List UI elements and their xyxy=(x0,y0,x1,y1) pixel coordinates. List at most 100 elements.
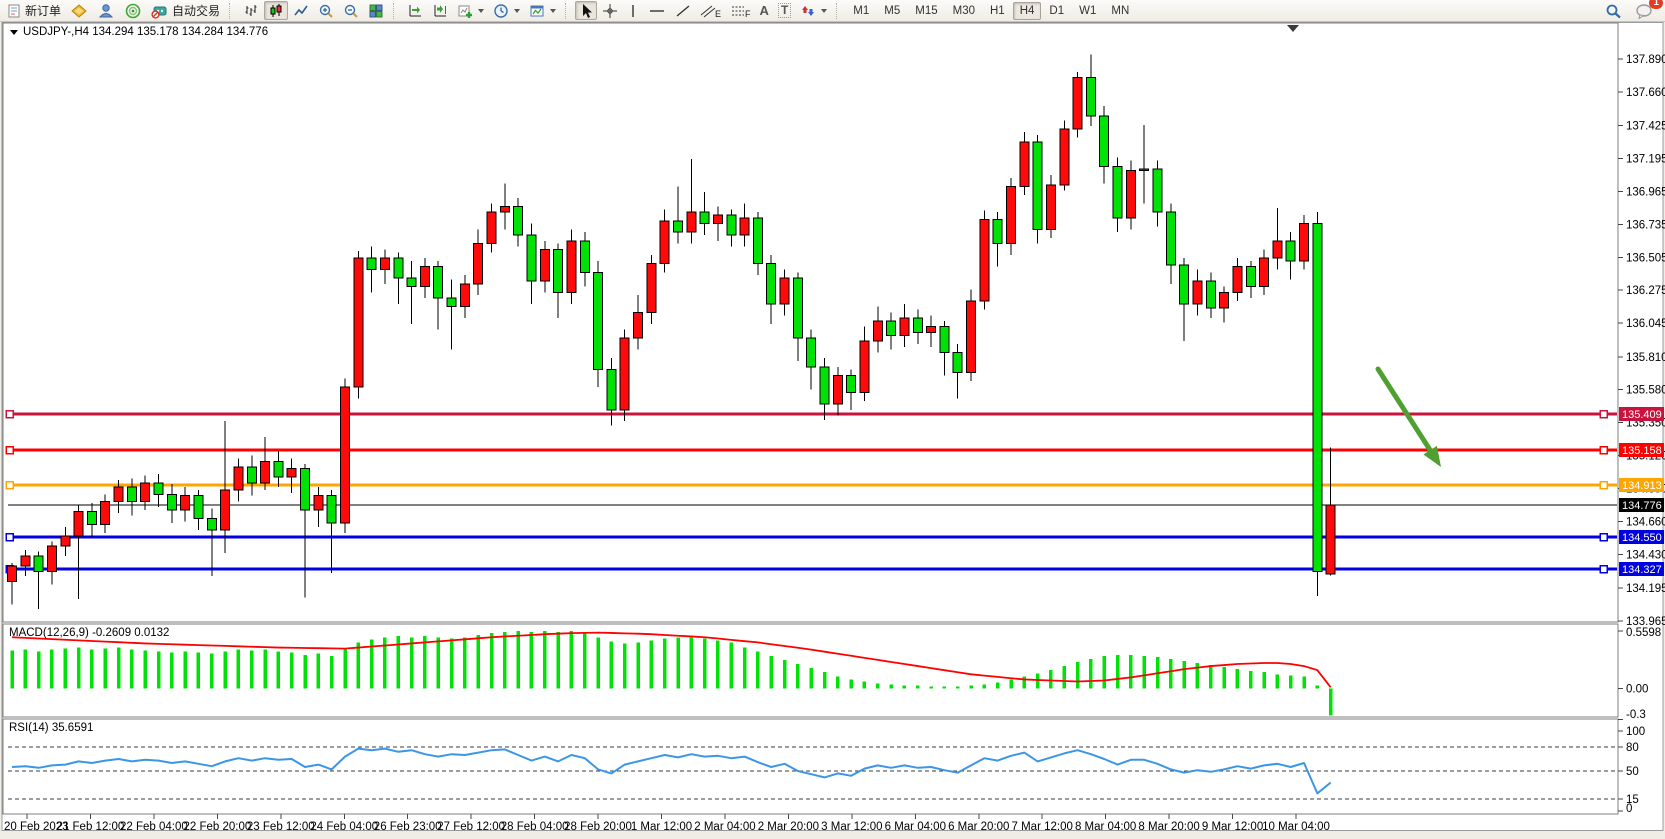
macd-bar xyxy=(756,651,760,689)
macd-bar xyxy=(836,676,840,689)
annotation-arrow-head[interactable] xyxy=(1423,445,1441,467)
timeframe-m5-button[interactable]: M5 xyxy=(877,2,907,20)
zoom-out-button[interactable] xyxy=(339,1,363,20)
period-button[interactable] xyxy=(489,1,524,20)
bar-chart-button[interactable] xyxy=(239,1,263,20)
horizontal-line-icon xyxy=(648,3,666,19)
candle xyxy=(1085,77,1096,117)
candle xyxy=(593,271,604,371)
candle xyxy=(992,218,1003,245)
candle xyxy=(46,545,57,573)
macd-bar xyxy=(1075,661,1080,689)
level-line-handle[interactable] xyxy=(1599,564,1608,574)
toolbar-separator xyxy=(836,2,841,19)
candle xyxy=(966,300,977,374)
cursor-arrow-icon xyxy=(579,3,593,19)
rsi-panel[interactable] xyxy=(2,718,1619,815)
tile-windows-button[interactable] xyxy=(364,1,388,20)
chart-shift-marker[interactable] xyxy=(1287,25,1299,32)
signals-button[interactable] xyxy=(120,1,146,20)
candle xyxy=(859,340,870,394)
level-line-handle[interactable] xyxy=(1599,445,1608,455)
level-line-handle[interactable] xyxy=(1599,480,1608,490)
price-badge-label: 134.327 xyxy=(1622,564,1662,576)
macd-bar xyxy=(476,635,480,689)
fibonacci-button[interactable]: F xyxy=(726,1,755,20)
time-tick-label: 6 Mar 04:00 xyxy=(885,821,946,833)
auto-scroll-button[interactable] xyxy=(403,1,427,20)
candle xyxy=(1192,280,1203,305)
level-line-handle[interactable] xyxy=(5,480,14,490)
timeframe-m15-button[interactable]: M15 xyxy=(908,2,944,20)
macd-bar xyxy=(702,638,707,689)
level-line-handle[interactable] xyxy=(5,532,14,542)
templates-button[interactable] xyxy=(525,1,560,20)
rsi-tick-label: 100 xyxy=(1626,726,1645,738)
macd-bar xyxy=(36,651,41,689)
candle xyxy=(1165,211,1176,266)
price-panel[interactable] xyxy=(2,22,1619,623)
macd-bar xyxy=(622,643,627,689)
line-chart-button[interactable] xyxy=(289,1,313,20)
timeframe-h1-button[interactable]: H1 xyxy=(983,2,1012,20)
text-tool-icon: A xyxy=(759,3,769,18)
macd-bar xyxy=(742,647,747,689)
level-line-handle[interactable] xyxy=(5,445,14,455)
chart-canvas[interactable]: 137.890 137.660 137.425 137.195 136.965 136.7… xyxy=(0,22,1665,839)
price-badge-label: 134.776 xyxy=(1622,500,1662,512)
trendline-button[interactable] xyxy=(671,1,695,20)
macd-bar xyxy=(183,651,187,689)
level-line-handle[interactable] xyxy=(1599,532,1608,542)
metaeditor-button[interactable] xyxy=(66,1,92,20)
level-line-handle[interactable] xyxy=(5,409,14,419)
symbol-dropdown-icon[interactable] xyxy=(10,29,18,35)
crosshair-button[interactable] xyxy=(598,1,622,20)
level-line-handle[interactable] xyxy=(1599,409,1608,419)
vertical-line-button[interactable] xyxy=(623,1,643,20)
macd-bar xyxy=(1249,671,1253,689)
macd-bar xyxy=(982,684,987,689)
macd-bar xyxy=(543,631,547,689)
candle xyxy=(193,495,204,520)
timeframe-w1-button[interactable]: W1 xyxy=(1072,2,1103,20)
candlestick-chart-button[interactable] xyxy=(264,1,289,20)
timeframe-m30-button[interactable]: M30 xyxy=(946,2,982,20)
chart-shift-button[interactable] xyxy=(428,1,452,20)
macd-bar xyxy=(50,649,54,689)
text-button[interactable]: A xyxy=(756,1,773,20)
price-badge: 134.327 xyxy=(1619,562,1664,577)
macd-bar xyxy=(662,638,667,689)
candle xyxy=(300,467,311,511)
arrows-tool-button[interactable] xyxy=(796,1,831,20)
equidistant-channel-button[interactable]: E xyxy=(696,1,725,20)
timeframe-m1-button[interactable]: M1 xyxy=(846,2,876,20)
new-chart-button[interactable] xyxy=(453,1,488,20)
new-order-button[interactable]: 新订单 xyxy=(2,1,65,20)
chat-button[interactable] xyxy=(1631,1,1657,20)
timeframe-h4-button[interactable]: H4 xyxy=(1012,1,1042,20)
candle xyxy=(872,320,883,342)
community-button[interactable] xyxy=(93,1,119,20)
macd-bar xyxy=(649,640,654,689)
rsi-tick-label: 80 xyxy=(1626,742,1639,754)
zoom-in-button[interactable] xyxy=(314,1,338,20)
annotation-arrow-shaft[interactable] xyxy=(1375,366,1433,453)
time-tick-label: 24 Feb 04:00 xyxy=(310,821,378,833)
autotrading-button[interactable]: 自动交易 xyxy=(147,1,224,20)
text-label-button[interactable]: T xyxy=(774,1,795,20)
macd-bar xyxy=(1035,673,1040,689)
search-button[interactable] xyxy=(1601,1,1627,20)
candle xyxy=(1179,264,1190,305)
macd-bar xyxy=(1169,658,1173,689)
cursor-button[interactable] xyxy=(575,1,598,20)
timeframe-d1-button[interactable]: D1 xyxy=(1042,2,1071,20)
horizontal-line-button[interactable] xyxy=(644,1,670,20)
candle xyxy=(1099,115,1110,167)
candle xyxy=(606,369,617,411)
price-tick-label: 137.425 xyxy=(1626,121,1665,133)
signals-radar-icon xyxy=(124,3,142,19)
candle xyxy=(486,211,497,245)
macd-bar xyxy=(583,633,587,689)
timeframe-mn-button[interactable]: MN xyxy=(1104,2,1136,20)
price-badge: 135.409 xyxy=(1619,407,1664,422)
